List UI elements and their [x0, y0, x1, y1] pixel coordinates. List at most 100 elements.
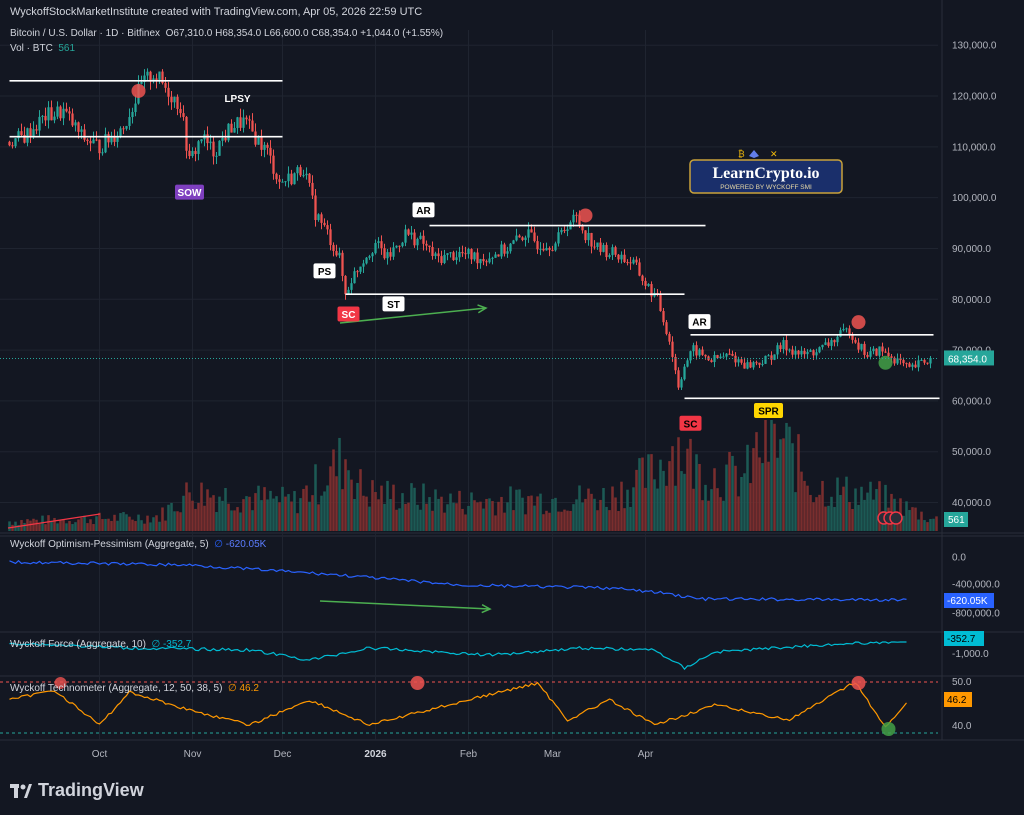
- candle-body: [503, 244, 506, 254]
- candle-body: [497, 254, 500, 257]
- candle-body: [395, 245, 398, 248]
- candle-body: [167, 87, 170, 97]
- volume-bar: [875, 489, 878, 531]
- candle-body: [119, 128, 122, 137]
- candle-body: [20, 131, 23, 136]
- volume-bar: [260, 500, 263, 531]
- symbol-name[interactable]: Bitcoin / U.S. Dollar · 1D · Bitfinex: [10, 28, 161, 39]
- volume-bar: [158, 521, 161, 531]
- volume-bar: [782, 438, 785, 531]
- time-tick-label: Feb: [460, 749, 478, 760]
- volume-bar: [935, 516, 938, 531]
- candle-body: [587, 232, 590, 241]
- candle-body: [302, 175, 305, 177]
- candle-body: [275, 173, 278, 180]
- candle-body: [326, 225, 329, 230]
- candle-body: [539, 248, 542, 250]
- technometer-label[interactable]: Wyckoff Technometer (Aggregate, 12, 50, …: [10, 683, 223, 694]
- volume-bar: [245, 496, 248, 531]
- volume-bar: [578, 485, 581, 531]
- volume-bar: [767, 461, 770, 531]
- candle-body: [35, 129, 38, 131]
- volume-bar: [644, 487, 647, 531]
- candle-body: [794, 350, 797, 355]
- candle-body: [383, 248, 386, 259]
- candle-body: [809, 350, 812, 352]
- volume-bar: [482, 508, 485, 531]
- volume-bar: [353, 498, 356, 531]
- candle-body: [743, 362, 746, 369]
- candle-body: [551, 249, 554, 251]
- technometer-marker: [851, 676, 866, 690]
- event-marker-circle: [851, 315, 866, 330]
- tradingview-branding[interactable]: TradingView: [10, 780, 144, 801]
- volume-bar: [599, 499, 602, 531]
- candle-body: [332, 245, 335, 251]
- candle-body: [854, 339, 857, 343]
- volume-bar: [593, 498, 596, 531]
- candle-body: [845, 328, 848, 330]
- candle-body: [824, 342, 827, 345]
- candle-body: [92, 139, 95, 144]
- candle-body: [563, 229, 566, 232]
- trend-arrow: [339, 307, 487, 324]
- candle-body: [197, 141, 200, 154]
- candle-body: [773, 354, 776, 360]
- volume-bar: [8, 521, 11, 531]
- svg-text:₿: ₿: [738, 149, 745, 160]
- volume-bar: [23, 522, 26, 531]
- volume-bar: [323, 491, 326, 531]
- volume-bar: [761, 463, 764, 531]
- candle-body: [791, 349, 794, 355]
- candle-body: [785, 340, 788, 351]
- candle-body: [176, 96, 179, 109]
- candle-body: [41, 115, 44, 117]
- candle-body: [314, 195, 317, 221]
- candle-body: [455, 257, 458, 261]
- candle-body: [659, 293, 662, 312]
- volume-bar: [290, 501, 293, 531]
- candle-body: [185, 116, 188, 151]
- volume-bar: [542, 514, 545, 531]
- volume-bar: [338, 437, 341, 531]
- candle-body: [767, 355, 770, 357]
- candle-body: [440, 256, 443, 263]
- force-value-badge: [944, 631, 984, 646]
- candle-body: [449, 252, 452, 254]
- volume-value: 561: [58, 43, 76, 54]
- volume-bar: [59, 520, 62, 531]
- volume-bar: [269, 490, 272, 531]
- volume-bar: [809, 494, 812, 531]
- volume-bar: [200, 482, 203, 531]
- candle-body: [746, 362, 749, 369]
- candle-body: [806, 351, 809, 355]
- candle-body: [485, 261, 488, 263]
- volume-bar: [581, 502, 584, 531]
- event-flag-icon: [889, 511, 903, 525]
- candle-body: [536, 241, 539, 250]
- candle-body: [131, 112, 134, 118]
- volume-bar: [77, 519, 80, 531]
- candle-body: [800, 350, 803, 355]
- volume-bar: [329, 466, 332, 531]
- volume-bar: [410, 483, 413, 531]
- learncrypto-logo: ₿ ✕ LearnCrypto.io POWERED BY WYCKOFF SM…: [689, 149, 843, 194]
- force-label[interactable]: Wyckoff Force (Aggregate, 10): [10, 639, 146, 650]
- volume-label[interactable]: Vol · BTC: [10, 43, 53, 54]
- price-tick-label: 80,000.0: [952, 295, 991, 306]
- volume-bar: [383, 503, 386, 531]
- last-price-label: 68,354.0: [948, 354, 987, 365]
- volume-bar: [86, 523, 89, 531]
- optimism-label[interactable]: Wyckoff Optimism-Pessimism (Aggregate, 5…: [10, 539, 209, 550]
- volume-bar: [185, 482, 188, 531]
- volume-bar: [692, 488, 695, 531]
- event-marker-circle: [131, 83, 146, 98]
- volume-bar: [590, 493, 593, 531]
- candle-body: [737, 359, 740, 363]
- volume-bar: [743, 473, 746, 531]
- volume-bar: [107, 518, 110, 531]
- volume-bar: [401, 493, 404, 531]
- volume-bar: [560, 511, 563, 531]
- volume-bar: [713, 468, 716, 531]
